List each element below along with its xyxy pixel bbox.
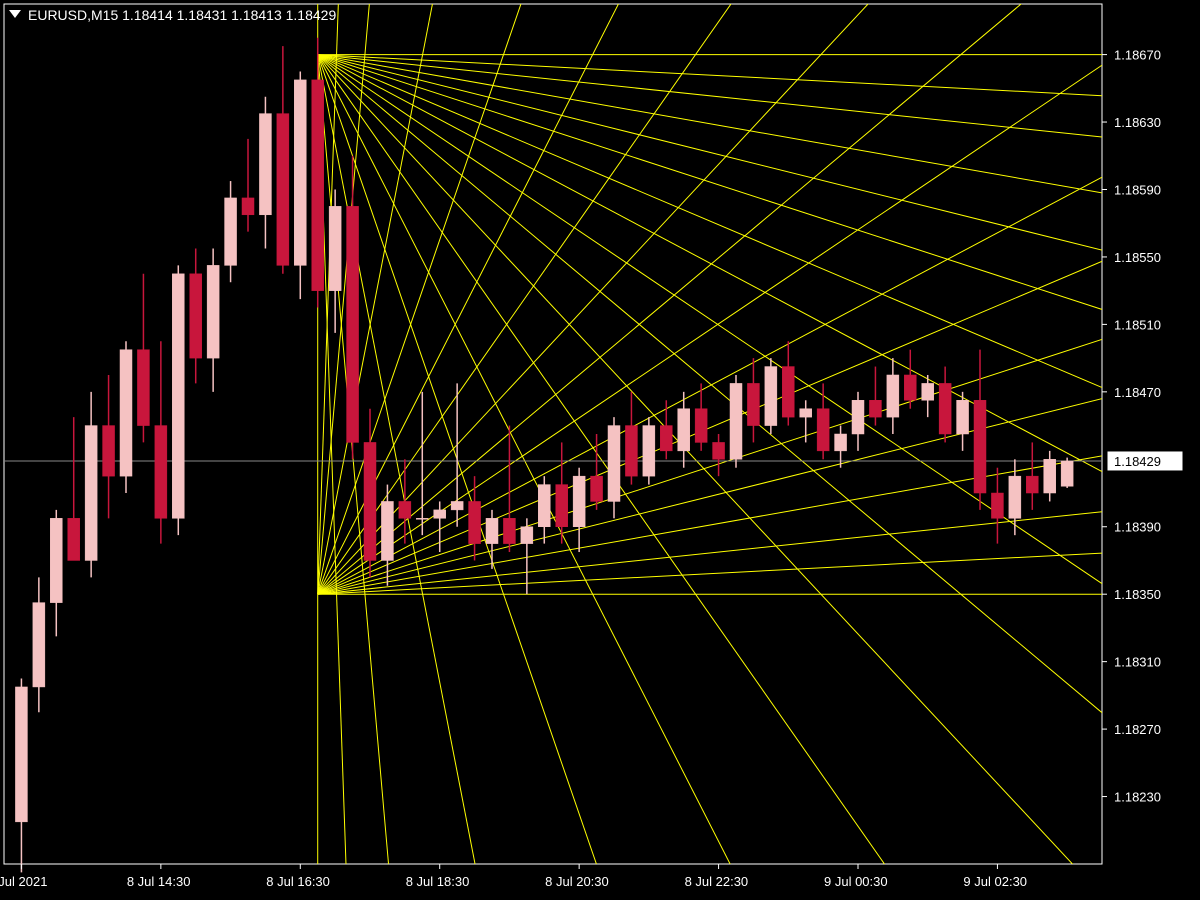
candle[interactable] (625, 426, 637, 477)
candle[interactable] (312, 80, 324, 291)
candle[interactable] (416, 518, 428, 519)
candle[interactable] (1044, 459, 1056, 493)
candle[interactable] (800, 409, 812, 417)
candle[interactable] (155, 426, 167, 519)
candle[interactable] (1026, 476, 1038, 493)
candle[interactable] (381, 501, 393, 560)
x-axis-label: 8 Jul 2021 (0, 874, 47, 889)
candle[interactable] (904, 375, 916, 400)
candle[interactable] (50, 518, 62, 602)
x-axis-label: 8 Jul 20:30 (545, 874, 609, 889)
candle[interactable] (1009, 476, 1021, 518)
candle[interactable] (225, 198, 237, 265)
candle[interactable] (521, 527, 533, 544)
candle[interactable] (277, 114, 289, 266)
chart-title: EURUSD,M15 1.18414 1.18431 1.18413 1.184… (28, 7, 336, 23)
candle[interactable] (591, 476, 603, 501)
candle[interactable] (747, 383, 759, 425)
candle[interactable] (765, 367, 777, 426)
candle[interactable] (713, 442, 725, 459)
candle[interactable] (922, 383, 934, 400)
candle[interactable] (608, 426, 620, 502)
candle[interactable] (451, 501, 463, 509)
candle[interactable] (695, 409, 707, 443)
candle[interactable] (33, 603, 45, 687)
candle[interactable] (207, 265, 219, 358)
candle[interactable] (538, 485, 550, 527)
y-axis-label: 1.18510 (1114, 317, 1161, 332)
candle[interactable] (957, 400, 969, 434)
candle[interactable] (939, 383, 951, 434)
candlestick-chart[interactable]: 1.18670 1.18630 1.18590 1.18550 1.18510 1.184… (0, 0, 1200, 900)
current-price-label: 1.18429 (1114, 454, 1161, 469)
candle[interactable] (835, 434, 847, 451)
candle[interactable] (103, 426, 115, 477)
candle[interactable] (1061, 461, 1073, 486)
candle[interactable] (469, 501, 481, 543)
candle[interactable] (294, 80, 306, 265)
y-axis-label: 1.18350 (1114, 587, 1161, 602)
candle[interactable] (137, 350, 149, 426)
candle[interactable] (120, 350, 132, 476)
x-axis-label: 8 Jul 14:30 (127, 874, 191, 889)
candle[interactable] (852, 400, 864, 434)
candle[interactable] (817, 409, 829, 451)
candle[interactable] (347, 206, 359, 442)
candle[interactable] (68, 518, 80, 560)
candle[interactable] (869, 400, 881, 417)
candle[interactable] (573, 476, 585, 527)
y-axis-label: 1.18470 (1114, 385, 1161, 400)
candle[interactable] (660, 426, 672, 451)
candle[interactable] (399, 501, 411, 518)
candle[interactable] (503, 518, 515, 543)
candle[interactable] (486, 518, 498, 543)
candle[interactable] (190, 274, 202, 358)
x-axis-label: 9 Jul 00:30 (824, 874, 888, 889)
x-axis-label: 9 Jul 02:30 (963, 874, 1027, 889)
x-axis-label: 8 Jul 22:30 (685, 874, 749, 889)
candle[interactable] (974, 400, 986, 493)
candle[interactable] (329, 206, 341, 290)
candle[interactable] (782, 367, 794, 418)
y-axis-label: 1.18670 (1114, 48, 1161, 63)
chart-container: 1.18670 1.18630 1.18590 1.18550 1.18510 1.184… (0, 0, 1200, 900)
candle[interactable] (364, 442, 376, 560)
candle[interactable] (172, 274, 184, 519)
y-axis-label: 1.18550 (1114, 250, 1161, 265)
y-axis-label: 1.18390 (1114, 520, 1161, 535)
candle[interactable] (887, 375, 899, 417)
candle[interactable] (85, 426, 97, 561)
y-axis-label: 1.18630 (1114, 115, 1161, 130)
candle[interactable] (15, 687, 27, 822)
x-axis-label: 8 Jul 18:30 (406, 874, 470, 889)
y-axis-label: 1.18590 (1114, 182, 1161, 197)
x-axis-label: 8 Jul 16:30 (266, 874, 330, 889)
y-axis-label: 1.18230 (1114, 790, 1161, 805)
candle[interactable] (991, 493, 1003, 518)
candle[interactable] (259, 114, 271, 215)
y-axis-label: 1.18310 (1114, 655, 1161, 670)
candle[interactable] (434, 510, 446, 518)
candle[interactable] (643, 426, 655, 477)
candle[interactable] (678, 409, 690, 451)
y-axis-label: 1.18270 (1114, 722, 1161, 737)
candle[interactable] (242, 198, 254, 215)
candle[interactable] (730, 383, 742, 459)
candle[interactable] (556, 485, 568, 527)
